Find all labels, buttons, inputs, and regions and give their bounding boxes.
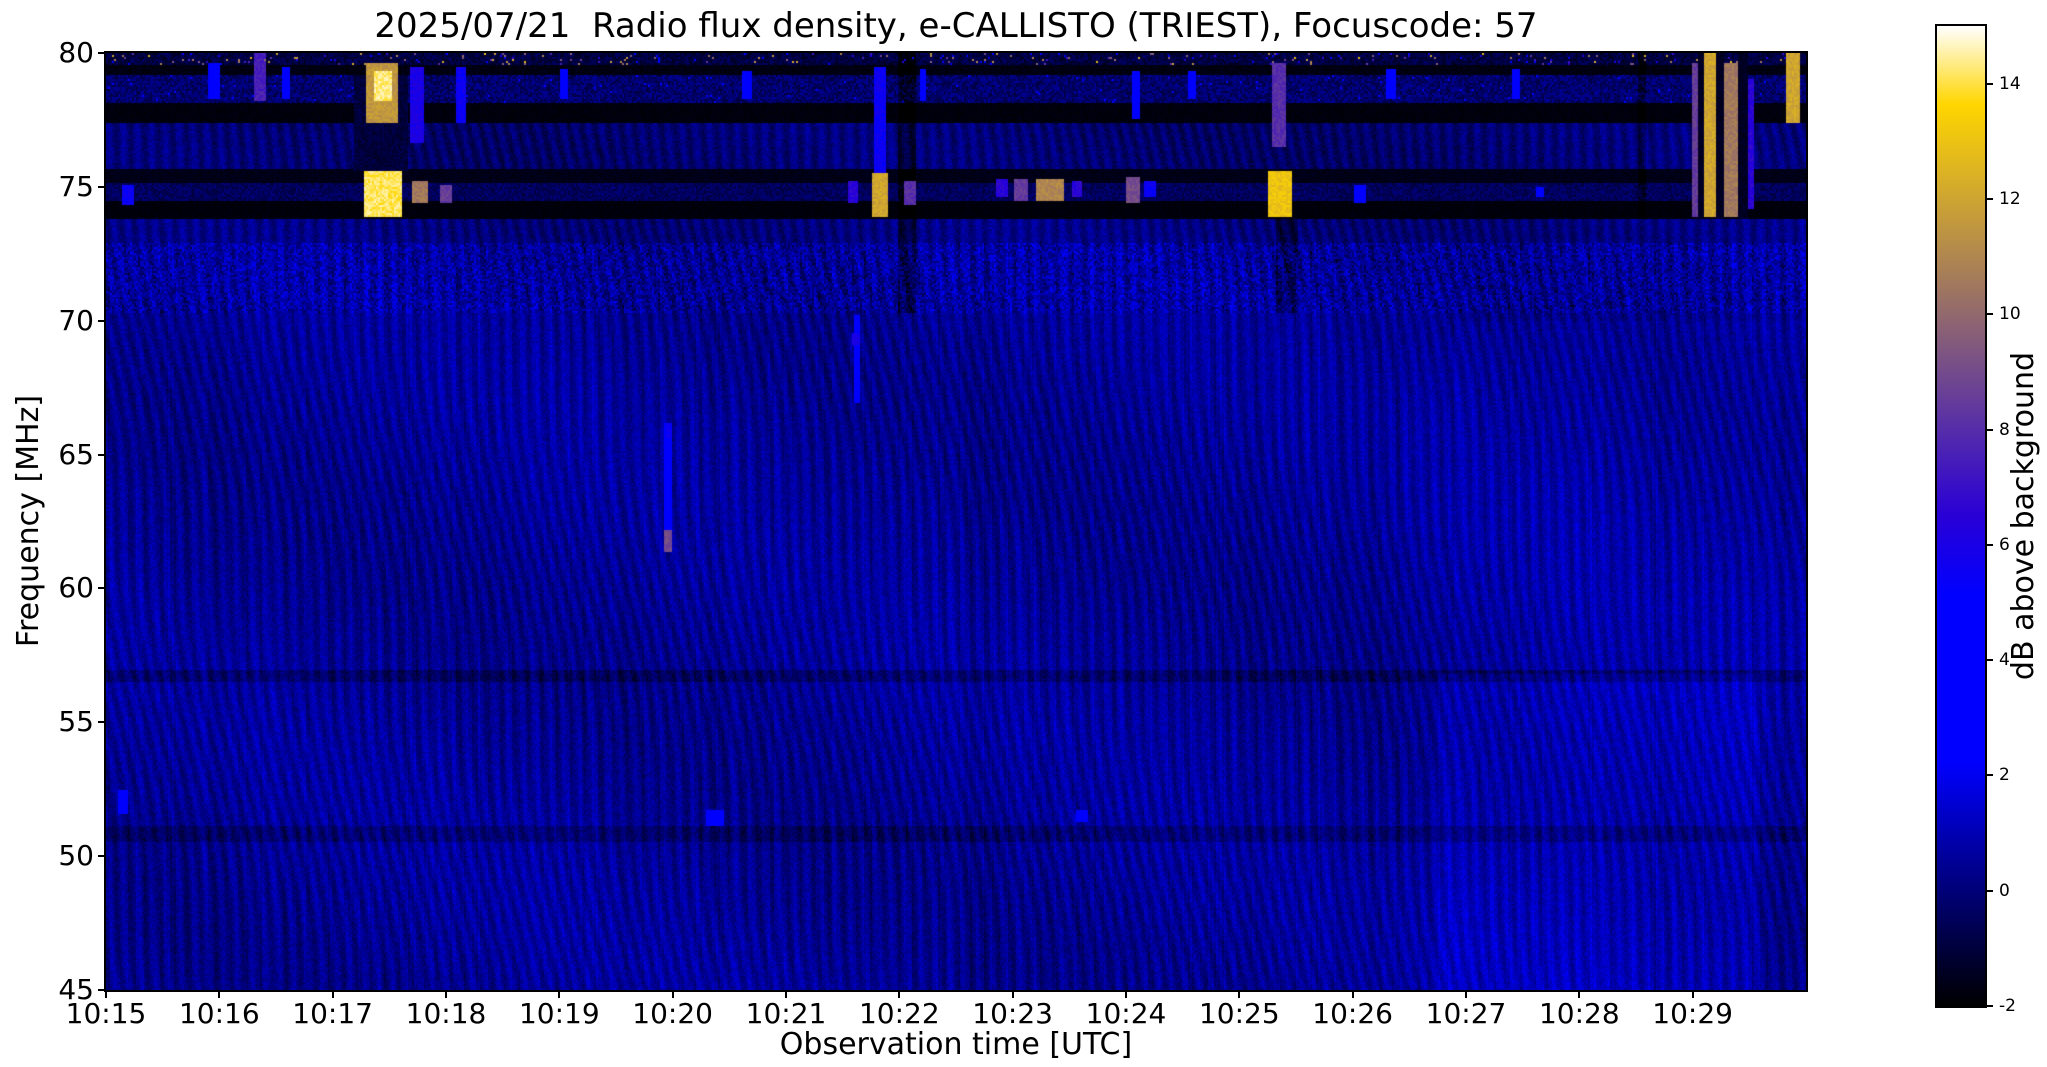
- colorbar: [1935, 24, 1987, 1008]
- colorbar-tick-label: 4: [1999, 650, 2010, 671]
- x-tick-label: 10:25: [1198, 997, 1280, 1030]
- y-tick-mark: [98, 52, 106, 54]
- colorbar-tick-mark: [1985, 82, 1993, 85]
- x-tick-label: 10:27: [1425, 997, 1507, 1030]
- x-tick-label: 10:24: [1085, 997, 1167, 1030]
- y-tick-label: 50: [58, 839, 94, 873]
- x-tick-label: 10:29: [1652, 997, 1734, 1030]
- y-tick-mark: [98, 721, 106, 724]
- y-tick-mark: [98, 319, 106, 322]
- x-tick-mark: [1578, 990, 1581, 998]
- y-tick-label: 55: [58, 705, 94, 739]
- x-tick-mark: [1351, 990, 1354, 998]
- x-tick-label: 10:26: [1312, 997, 1394, 1030]
- colorbar-tick-label: 6: [1999, 534, 2010, 555]
- x-tick-mark: [1125, 990, 1127, 998]
- colorbar-tick-mark: [1985, 313, 1993, 316]
- x-tick-mark: [218, 990, 221, 998]
- colorbar-tick-label: 12: [1999, 188, 2021, 209]
- x-tick-mark: [105, 990, 107, 998]
- x-tick-mark: [898, 990, 901, 998]
- x-tick-mark: [671, 990, 674, 998]
- x-tick-mark: [1691, 990, 1694, 998]
- y-tick-label: 65: [58, 437, 94, 471]
- colorbar-tick-label: 14: [1999, 73, 2021, 94]
- colorbar-tick-mark: [1985, 774, 1993, 777]
- colorbar-tick-mark: [1985, 543, 1993, 546]
- plot-area: [104, 51, 1808, 992]
- colorbar-tick-label: 8: [1999, 419, 2010, 440]
- x-tick-label: 10:16: [178, 997, 260, 1030]
- y-tick-mark: [98, 587, 106, 590]
- x-tick-label: 10:20: [632, 997, 714, 1030]
- x-tick-mark: [785, 990, 787, 998]
- x-tick-mark: [445, 990, 447, 998]
- x-tick-mark: [1011, 990, 1014, 998]
- colorbar-tick-label: -2: [1999, 996, 2016, 1016]
- y-tick-mark: [98, 185, 106, 188]
- colorbar-tick-mark: [1985, 889, 1993, 892]
- x-tick-label: 10:21: [745, 997, 827, 1030]
- y-tick-mark: [98, 855, 106, 858]
- x-tick-mark: [1465, 990, 1467, 998]
- x-tick-mark: [331, 990, 334, 998]
- x-tick-label: 10:19: [518, 997, 600, 1030]
- x-tick-label: 10:15: [65, 997, 147, 1030]
- x-tick-label: 10:17: [292, 997, 374, 1030]
- colorbar-tick-label: 2: [1999, 765, 2010, 786]
- x-tick-mark: [1238, 990, 1241, 998]
- colorbar-tick-mark: [1985, 197, 1993, 200]
- colorbar-gradient: [1937, 26, 1985, 1006]
- x-tick-label: 10:18: [405, 997, 487, 1030]
- colorbar-tick-mark: [1985, 1005, 1993, 1007]
- y-tick-label: 45: [58, 973, 94, 1006]
- y-tick-label: 80: [58, 36, 94, 69]
- y-axis-label: Frequency [MHz]: [11, 394, 46, 648]
- y-tick-mark: [98, 453, 106, 456]
- x-tick-label: 10:22: [858, 997, 940, 1030]
- spectrogram-canvas: [106, 53, 1806, 990]
- colorbar-label: dB above background: [2006, 351, 2041, 681]
- y-tick-mark: [98, 989, 106, 991]
- y-tick-label: 60: [58, 571, 94, 605]
- chart-title: 2025/07/21 Radio flux density, e-CALLIST…: [374, 6, 1538, 46]
- colorbar-tick-mark: [1985, 659, 1993, 662]
- colorbar-tick-label: 0: [1999, 880, 2010, 901]
- x-tick-label: 10:23: [972, 997, 1054, 1030]
- y-tick-label: 75: [58, 169, 94, 203]
- x-axis-label: Observation time [UTC]: [779, 1027, 1133, 1062]
- colorbar-tick-label: 10: [1999, 304, 2021, 325]
- y-tick-label: 70: [58, 303, 94, 337]
- x-tick-label: 10:28: [1538, 997, 1620, 1030]
- x-tick-mark: [558, 990, 561, 998]
- colorbar-tick-mark: [1985, 428, 1993, 431]
